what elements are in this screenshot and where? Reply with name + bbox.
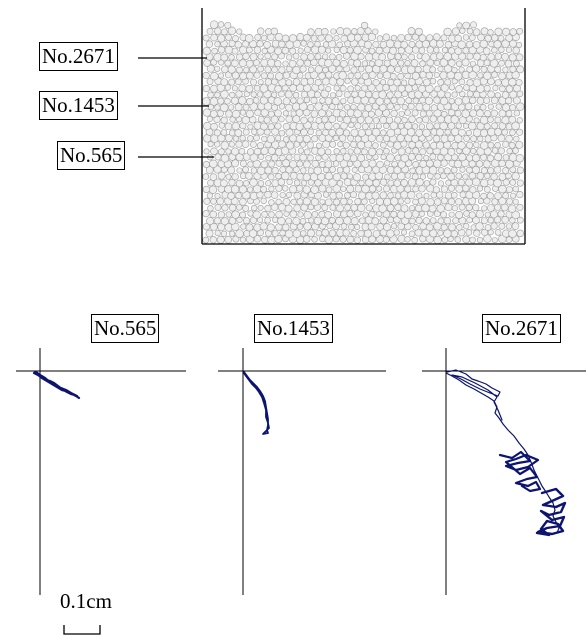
trajectory-label-2671: No.2671 (482, 314, 561, 343)
trajectory-axes (16, 348, 586, 595)
leader-lines (138, 57, 214, 158)
trajectory-2671-cluster1 (498, 450, 542, 493)
trajectory-2671-loop (446, 369, 503, 421)
container-label-1453: No.1453 (39, 91, 118, 120)
trajectories (32, 369, 567, 537)
trajectory-2671-cluster2 (535, 487, 567, 537)
trajectory-label-1453: No.1453 (254, 314, 333, 343)
container-label-565: No.565 (57, 141, 126, 170)
container (201, 8, 526, 245)
trajectory-2671 (445, 372, 560, 534)
trajectory-label-565: No.565 (91, 314, 160, 343)
container-label-2671: No.2671 (39, 42, 118, 71)
scale-bar (63, 625, 101, 635)
scale-label: 0.1cm (60, 589, 112, 613)
trajectory-565 (32, 370, 81, 400)
granular-particles (201, 20, 525, 245)
trajectory-1453 (243, 371, 270, 435)
